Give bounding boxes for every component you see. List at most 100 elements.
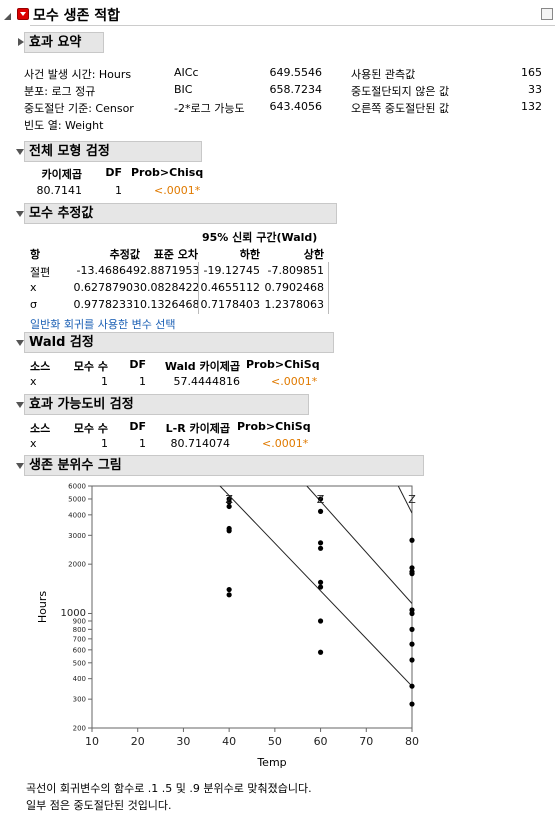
y-tick-label: 6000 [68,483,86,491]
summary-loglik-label: -2*로그 가능도 [174,102,245,115]
data-point [409,657,415,663]
data-point [226,499,232,505]
whole-model-test-header[interactable]: 전체 모형 검정 [24,141,202,162]
summary-aicc-label: AICc [174,66,199,79]
est-row-term: x [30,281,37,294]
whole-model-chisq: 80.7141 [36,184,83,197]
est-row-estimate: 0.62787903 [73,281,140,294]
summary-uncensored-label: 중도절단되지 않은 값 [351,85,450,98]
est-row-estimate: -13.468649 [76,264,140,277]
whole-model-col-prob: Prob>Chisq [131,166,204,179]
est-row-upper: 1.2378063 [264,298,325,311]
y-tick-label: 2000 [68,561,86,569]
est-col-lower: 하한 [239,248,260,261]
data-point [409,610,415,617]
window-tool-icon[interactable] [541,8,553,20]
summary-rightcensored-label: 오른쪽 중도절단된 값 [351,102,450,115]
data-point [226,528,232,534]
data-point [409,683,415,689]
data-point [317,618,324,624]
lr-col-source: 소스 [30,422,51,435]
survival-quantile-plot-header[interactable]: 생존 분위수 그림 [24,455,424,476]
wald-row-chisq: 57.4444816 [173,375,240,388]
x-tick-label: 70 [359,735,373,748]
plot-frame [91,485,413,729]
x-axis-label: Temp [256,756,286,769]
y-tick-label: 5000 [68,495,86,503]
lr-col-df: DF [129,420,146,433]
data-point [226,592,232,598]
plot-footnote: 곡선이 회귀변수의 함수로 .1 .5 및 .9 분위수로 맞춰졌습니다. [26,782,312,795]
parameter-estimates-header[interactable]: 모수 추정값 [24,203,337,224]
lr-row-prob: <.0001* [262,437,309,450]
est-col-estimate: 추정값 [109,248,140,261]
summary-censor-by: 중도절단 기준: Censor [24,102,134,115]
data-point [317,545,324,551]
y-tick-label: 400 [73,675,86,683]
est-row-term: σ [30,298,37,311]
x-tick-label: 50 [268,735,282,748]
censor-marker: Z [408,493,416,506]
wald-col-nparm: 모수 수 [73,360,108,373]
y-tick-label: 500 [73,659,86,667]
wald-row-prob: <.0001* [271,375,318,388]
collapse-triangle-icon[interactable] [16,463,24,469]
x-tick-label: 40 [222,735,236,748]
wald-row-source: x [30,375,37,388]
data-point [409,537,415,543]
summary-event-time: 사건 발생 시간: Hours [24,68,132,81]
report-title: 모수 생존 적합 [33,8,121,24]
y-tick-label: 800 [73,626,86,634]
collapse-triangle-icon[interactable] [16,149,24,155]
data-point [317,584,324,590]
lr-row-chisq: 80.714074 [170,437,231,450]
x-tick-label: 10 [85,735,99,748]
est-row-term: 절편 [30,266,51,279]
censor-marker: Z [317,493,325,506]
y-tick-label: 200 [73,725,86,733]
data-point [317,508,324,514]
est-row-estimate: 0.97782331 [73,298,140,311]
whole-model-prob: <.0001* [154,184,201,197]
collapse-triangle-icon[interactable] [16,211,24,217]
est-row-stderr: 0.1326468 [140,298,200,311]
lr-row-nparm: 1 [101,437,108,450]
collapse-corner-icon[interactable] [4,13,11,20]
expand-triangle-icon[interactable] [18,38,24,46]
data-point [409,565,415,571]
collapse-triangle-icon[interactable] [16,340,24,346]
wald-row-nparm: 1 [101,375,108,388]
summary-bic-label: BIC [174,83,193,96]
wald-col-prob: Prob>ChiSq [246,358,320,371]
title-divider [30,25,555,26]
wald-test-header[interactable]: Wald 검정 [24,332,334,353]
data-point [226,586,232,593]
y-tick-label: 900 [73,617,86,625]
est-row-stderr: 2.8871953 [140,264,200,277]
variable-selection-link[interactable]: 일반화 회귀를 사용한 변수 선택 [30,318,176,331]
lr-col-chisq: L-R 카이제곱 [165,422,230,435]
quantile-curve [306,486,412,604]
x-tick-label: 20 [131,735,145,748]
summary-rightcensored-value: 132 [521,100,542,113]
summary-bic-value: 658.7234 [269,83,323,96]
est-row-upper: 0.7902468 [264,281,325,294]
red-triangle-menu-button[interactable] [17,8,29,20]
summary-loglik-value: 643.4056 [269,100,323,113]
x-tick-label: 80 [405,735,419,748]
lr-test-header[interactable]: 효과 가능도비 검정 [24,394,309,415]
lr-col-nparm: 모수 수 [73,422,108,435]
plot-footnote: 일부 점은 중도절단된 것입니다. [26,799,172,812]
y-tick-label: 700 [73,635,86,643]
est-row-upper: -7.809851 [267,264,324,277]
summary-aicc-value: 649.5546 [269,66,323,79]
summary-obs-label: 사용된 관측값 [351,68,416,81]
data-point [317,496,324,502]
collapse-triangle-icon[interactable] [16,402,24,408]
effect-summary-header[interactable]: 효과 요약 [24,32,104,53]
lr-col-prob: Prob>ChiSq [237,420,311,433]
wald-col-chisq: Wald 카이제곱 [164,360,240,373]
summary-uncensored-value: 33 [528,83,542,96]
est-col-stderr: 표준 오차 [153,248,198,261]
lr-row-df: 1 [139,437,146,450]
